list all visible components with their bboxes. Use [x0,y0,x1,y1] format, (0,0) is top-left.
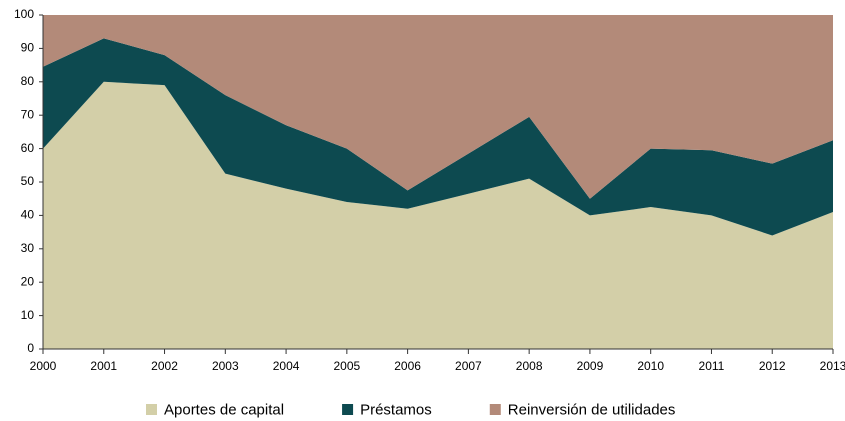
y-tick-label: 0 [27,341,34,355]
legend-label: Reinversión de utilidades [508,401,676,418]
y-tick-label: 20 [21,274,35,288]
x-tick-label: 2010 [637,359,664,373]
x-tick-label: 2013 [820,359,845,373]
x-tick-label: 2011 [699,359,725,373]
x-tick-label: 2000 [30,359,57,373]
x-tick-label: 2001 [90,359,117,373]
y-tick-label: 100 [14,7,34,21]
y-tick-label: 70 [21,107,35,121]
x-tick-label: 2012 [759,359,786,373]
legend-label: Préstamos [360,401,432,418]
x-tick-label: 2003 [212,359,239,373]
x-tick-label: 2002 [151,359,178,373]
y-tick-label: 80 [21,74,35,88]
x-tick-label: 2006 [394,359,421,373]
legend-swatch [146,404,157,415]
x-tick-label: 2004 [273,359,300,373]
area [43,81,833,350]
legend-swatch [342,404,354,415]
y-tick-label: 50 [21,174,35,188]
y-tick-label: 90 [21,41,35,55]
area [43,15,833,199]
x-tick-label: 2008 [516,359,543,373]
y-tick-label: 30 [21,241,35,255]
legend: Aportes de capital Préstamos Reinversión d… [146,401,675,418]
y-tick-label: 60 [21,141,35,155]
y-tick-label: 10 [21,308,35,322]
legend-swatch [489,404,501,415]
x-tick-label: 2009 [577,359,604,373]
x-tick-label: 2005 [333,359,360,373]
legend-label: Aportes de capital [164,401,284,418]
area [43,38,833,236]
y-tick-label: 40 [21,208,35,222]
x-tick-label: 2007 [455,359,482,373]
